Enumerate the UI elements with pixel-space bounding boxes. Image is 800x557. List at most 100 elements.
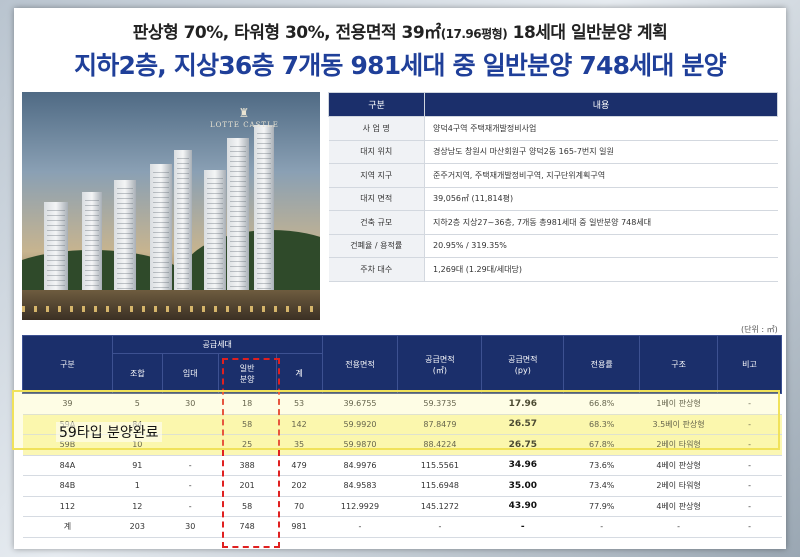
supply-header-supply-m2: 공급면적 (㎡) — [397, 335, 483, 394]
supply-cell-exclusive-area: 59.9920 — [322, 414, 398, 435]
headline-line1-end: 18세대 일반분양 계획 — [507, 23, 668, 43]
supply-cell-total: 479 — [276, 455, 323, 476]
supply-cell-type: 84B — [22, 475, 113, 497]
supply-cell-imdae: 30 — [162, 516, 219, 538]
supply-cell-supply-m2: 115.6948 — [397, 475, 482, 497]
supply-cell-exclusive-rate: 73.4% — [563, 475, 640, 497]
supply-cell-imdae: - — [162, 496, 219, 517]
info-table-header-row: 구분 내용 — [328, 92, 778, 117]
building-rendering-image: ♜ LOTTE CASTLE — [22, 92, 320, 320]
supply-table-row: 112 12-58 70 112.9929 145.1272 43.90 77.9% 4베이 … — [22, 496, 782, 517]
supply-cell-exclusive-area: 84.9583 — [322, 475, 398, 497]
supply-cell-exclusive-rate: 68.3% — [563, 414, 640, 435]
supply-cell-structure: 3.5베이 판상형 — [639, 414, 718, 435]
supply-header-group: 공급세대 — [111, 335, 323, 354]
supply-cell-exclusive-area: 84.9976 — [322, 455, 398, 476]
supply-cell-remarks: - — [717, 393, 782, 415]
info-header-value: 내용 — [424, 92, 778, 117]
supply-cell-total: 202 — [276, 475, 323, 497]
info-row: 지역 지구 준주거지역, 주택재개발정비구역, 지구단위계획구역 — [328, 163, 778, 188]
info-row-label: 대지 위치 — [328, 140, 425, 164]
supply-cell-exclusive-rate: 77.9% — [563, 496, 640, 517]
supply-cell-total: 981 — [276, 516, 323, 538]
supply-cell-supply-m2: 87.8479 — [397, 414, 482, 435]
supply-cell-supply-py: 34.96 — [481, 455, 564, 476]
supply-cell-structure: 1베이 판상형 — [639, 393, 718, 415]
info-row-label: 건축 규모 — [328, 210, 425, 235]
supply-cell-exclusive-area: 59.9870 — [322, 434, 398, 456]
supply-table-row: 39 5 30 18 53 39.6755 59.3735 17.96 66.8% 1베이 판상형… — [22, 393, 782, 415]
supply-cell-imdae: 30 — [162, 393, 219, 415]
supply-cell-exclusive-rate: 66.8% — [563, 393, 640, 415]
supply-cell-remarks: - — [717, 434, 782, 456]
info-header-label: 구분 — [328, 92, 425, 117]
supply-cell-exclusive-area: - — [322, 516, 398, 538]
supply-cell-supply-py: 17.96 — [481, 393, 564, 415]
content-frame: 판상형 70%, 타워형 30%, 전용면적 39㎡(17.96평형) 18세대… — [14, 8, 786, 549]
supply-cell-ilban: 18 — [218, 393, 277, 415]
supply-cell-imdae — [162, 414, 219, 435]
supply-cell-type: 84A — [22, 455, 113, 476]
info-row: 건축 규모 지하2층 지상27~36층, 7개동 총981세대 중 일반분양 74… — [328, 210, 778, 235]
headline-line1: 판상형 70%, 타워형 30%, 전용면적 39㎡(17.96평형) 18세대… — [14, 18, 786, 43]
supply-cell-remarks: - — [717, 496, 782, 517]
supply-cell-remarks: - — [717, 516, 782, 538]
info-row-value: 양덕4구역 주택재개발정비사업 — [424, 116, 778, 141]
supply-header-johap: 조합 — [111, 353, 163, 394]
lotte-castle-logo: ♜ LOTTE CASTLE — [210, 106, 279, 129]
supply-cell-exclusive-rate: - — [563, 516, 640, 538]
supply-header-type: 구분 — [22, 335, 113, 394]
info-row: 사 업 명 양덕4구역 주택재개발정비사업 — [328, 116, 778, 141]
info-row-value: 1,269대 (1.29대/세대당) — [424, 257, 778, 282]
supply-table-row: 84A 91-388 479 84.9976 115.5561 34.96 73.6% 4베이… — [22, 455, 782, 476]
info-row-label: 주차 대수 — [328, 257, 425, 282]
supply-cell-remarks: - — [717, 414, 782, 435]
supply-cell-ilban: 201 — [218, 475, 277, 497]
supply-header-structure: 구조 — [639, 335, 719, 394]
supply-cell-johap: 203 — [112, 516, 163, 538]
supply-cell-exclusive-area: 112.9929 — [322, 496, 398, 517]
supply-cell-supply-py: 35.00 — [481, 475, 564, 497]
supply-header-row-1: 구분 공급세대 전용면적 공급면적 (㎡) 공급면적 (py) 전용률 구조 비… — [22, 335, 782, 394]
supply-cell-johap: 5 — [112, 393, 163, 415]
info-row-value: 지하2층 지상27~36층, 7개동 총981세대 중 일반분양 748세대 — [424, 210, 778, 235]
supply-cell-supply-py: 43.90 — [481, 496, 564, 517]
supply-cell-total: 35 — [276, 434, 323, 456]
supply-header-supply-py: 공급면적 (py) — [481, 335, 565, 394]
sold-out-note: 59타입 분양완료 — [56, 422, 162, 442]
supply-cell-remarks: - — [717, 455, 782, 476]
logo-text: LOTTE CASTLE — [210, 121, 279, 129]
supply-cell-johap: 91 — [112, 455, 163, 476]
info-row-label: 사 업 명 — [328, 116, 425, 141]
supply-cell-total: 53 — [276, 393, 323, 415]
castle-emblem-icon: ♜ — [238, 106, 251, 120]
headline-line1-small: (17.96평형) — [440, 27, 508, 41]
supply-cell-supply-m2: - — [397, 516, 482, 538]
info-row-label: 대지 면적 — [328, 187, 425, 211]
supply-cell-remarks: - — [717, 475, 782, 497]
supply-table-row: 84B 1-201 202 84.9583 115.6948 35.00 73.4% 2베이 … — [22, 475, 782, 497]
info-row: 대지 면적 39,056㎡ (11,814평) — [328, 187, 778, 211]
supply-cell-structure: 2베이 타워형 — [639, 434, 718, 456]
info-row-value: 20.95% / 319.35% — [424, 234, 778, 258]
info-row: 대지 위치 경상남도 창원시 마산회원구 양덕2동 165-7번지 일원 — [328, 140, 778, 164]
supply-cell-johap: 1 — [112, 475, 163, 497]
info-row-value: 경상남도 창원시 마산회원구 양덕2동 165-7번지 일원 — [424, 140, 778, 164]
supply-cell-ilban: 58 — [218, 496, 277, 517]
supply-cell-imdae: - — [162, 475, 219, 497]
info-row: 주차 대수 1,269대 (1.29대/세대당) — [328, 257, 778, 282]
supply-cell-exclusive-rate: 67.8% — [563, 434, 640, 456]
headline-line2: 지하2층, 지상36층 7개동 981세대 중 일반분양 748세대 분양 — [74, 51, 727, 80]
supply-cell-exclusive-rate: 73.6% — [563, 455, 640, 476]
supply-cell-supply-m2: 88.4224 — [397, 434, 482, 456]
supply-header-exclusive-rate: 전용률 — [563, 335, 641, 394]
supply-cell-supply-py: - — [481, 516, 564, 538]
supply-table-row: 계 203 30 748 981- - - - - - — [22, 516, 782, 538]
supply-cell-type: 112 — [22, 496, 113, 517]
supply-cell-type: 39 — [22, 393, 113, 415]
supply-cell-structure: 2베이 타워형 — [639, 475, 718, 497]
supply-cell-ilban: 748 — [218, 516, 277, 538]
supply-cell-imdae: - — [162, 455, 219, 476]
supply-cell-supply-py: 26.57 — [481, 414, 564, 435]
supply-cell-imdae — [162, 434, 219, 456]
